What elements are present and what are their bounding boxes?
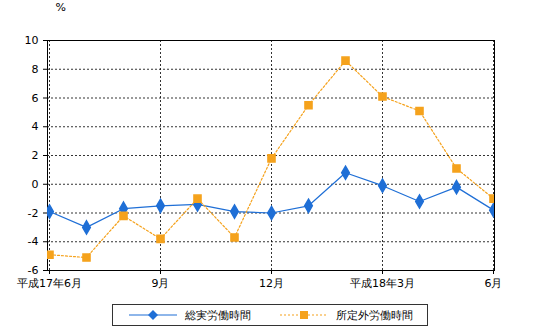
svg-text:6: 6 bbox=[32, 92, 39, 105]
svg-text:-6: -6 bbox=[28, 264, 39, 277]
svg-text:-4: -4 bbox=[28, 235, 39, 248]
svg-text:平成18年3月: 平成18年3月 bbox=[350, 277, 415, 290]
svg-text:-2: -2 bbox=[28, 207, 39, 220]
svg-text:12月: 12月 bbox=[259, 277, 284, 290]
svg-text:6月: 6月 bbox=[485, 277, 503, 290]
svg-text:0: 0 bbox=[32, 178, 39, 191]
svg-text:平成17年6月: 平成17年6月 bbox=[17, 277, 82, 290]
svg-text:10: 10 bbox=[25, 34, 39, 47]
svg-text:2: 2 bbox=[32, 149, 39, 162]
html-text:所定外労働時間: 所定外労働時間 bbox=[336, 308, 414, 322]
html-text:総実労働時間: 総実労働時間 bbox=[184, 308, 251, 322]
svg-text:4: 4 bbox=[32, 120, 39, 133]
svg-text:8: 8 bbox=[32, 63, 39, 76]
svg-text:%: % bbox=[56, 1, 66, 14]
svg-text:9月: 9月 bbox=[152, 277, 170, 290]
